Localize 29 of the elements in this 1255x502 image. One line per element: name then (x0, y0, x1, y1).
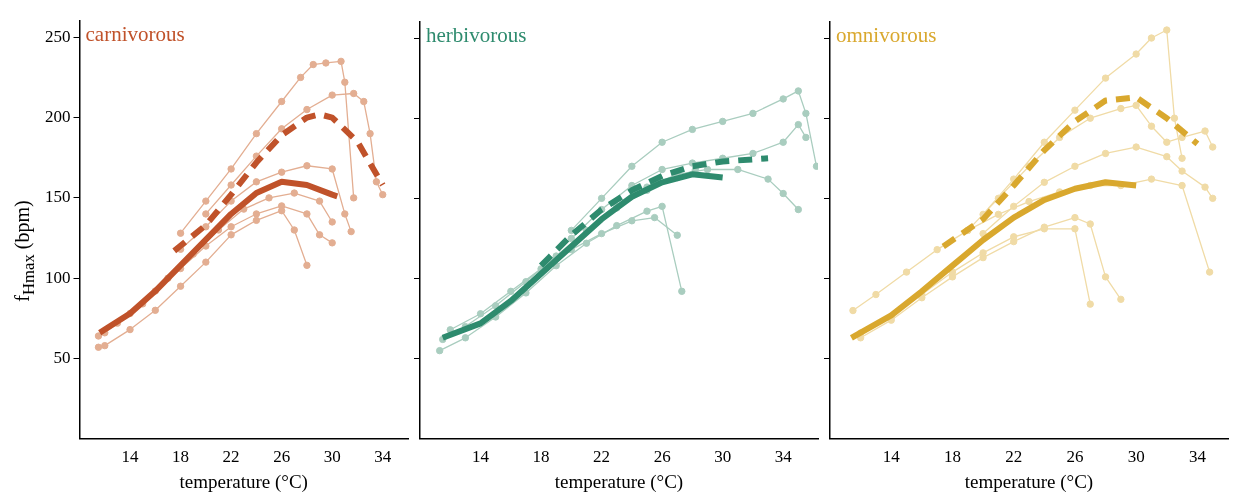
x-tick-label: 22 (1005, 447, 1023, 467)
x-axis-title: temperature (°C) (554, 470, 684, 493)
y-tick-label: 100 (45, 267, 71, 287)
x-tick-label: 30 (1127, 447, 1145, 467)
x-tick-label: 22 (593, 447, 611, 467)
x-tick-label: 26 (1066, 447, 1084, 467)
x-tick-label: 18 (172, 447, 190, 467)
x-axis-title: temperature (°C) (964, 470, 1094, 493)
chart-title: omnivorous (836, 23, 937, 48)
x-tick-label: 30 (714, 447, 732, 467)
y-tick-label: 150 (45, 187, 71, 207)
x-tick-label: 30 (323, 447, 341, 467)
x-tick-label: 26 (273, 447, 291, 467)
x-tick-label: 14 (121, 447, 140, 467)
x-tick-label: 26 (653, 447, 671, 467)
x-tick-label: 34 (1188, 447, 1207, 467)
x-tick-label: 34 (374, 447, 392, 467)
y-tick-label: 200 (45, 107, 71, 127)
y-tick-label: 250 (45, 26, 71, 46)
y-tick-label: 50 (53, 347, 71, 367)
x-tick-label: 18 (943, 447, 961, 467)
chart-title: carnivorous (85, 22, 185, 47)
x-tick-label: 14 (472, 447, 490, 467)
x-axis-title: temperature (°C) (179, 470, 308, 493)
x-tick-label: 22 (222, 447, 240, 467)
x-tick-label: 14 (882, 447, 901, 467)
x-tick-label: 18 (532, 447, 550, 467)
x-tick-label: 34 (774, 447, 793, 467)
chart-title: herbivorous (426, 23, 527, 48)
